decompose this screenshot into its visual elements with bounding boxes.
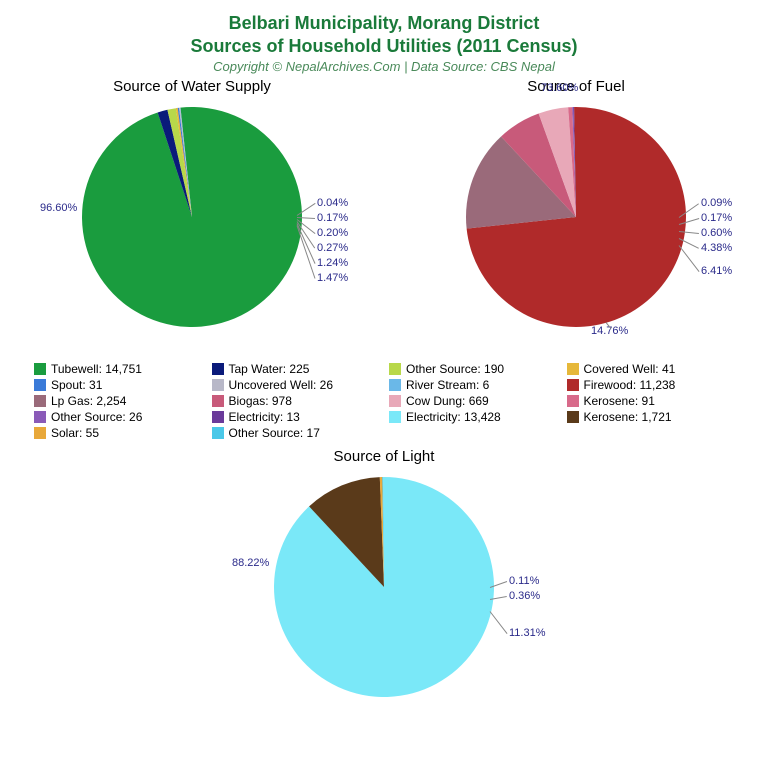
legend-label: Tubewell: 14,751 xyxy=(51,362,142,376)
pct-label: 11.31% xyxy=(509,627,546,639)
legend-item: Other Source: 190 xyxy=(389,362,557,376)
legend-item: Tubewell: 14,751 xyxy=(34,362,202,376)
legend-swatch xyxy=(567,379,579,391)
legend-swatch xyxy=(567,363,579,375)
title-block: Belbari Municipality, Morang District So… xyxy=(0,0,768,74)
legend-swatch xyxy=(567,411,579,423)
light-pie-wrap: 88.22% 0.11% 0.36% 11.31% xyxy=(204,467,564,707)
light-chart-title: Source of Light xyxy=(204,448,564,465)
pct-label: 4.38% xyxy=(701,242,732,254)
legend-label: Other Source: 17 xyxy=(229,426,320,440)
legend-item: Electricity: 13 xyxy=(212,410,380,424)
top-chart-row: Source of Water Supply 96.60% 0.04% 0.17% 0… xyxy=(0,78,768,358)
water-pie-svg xyxy=(72,97,312,337)
legend-label: Electricity: 13 xyxy=(229,410,300,424)
title-line2: Sources of Household Utilities (2011 Cen… xyxy=(0,35,768,58)
legend-item: Electricity: 13,428 xyxy=(389,410,557,424)
legend-label: Lp Gas: 2,254 xyxy=(51,394,126,408)
legend-item: Solar: 55 xyxy=(34,426,202,440)
pct-label: 0.04% xyxy=(317,197,348,209)
legend-item: Kerosene: 1,721 xyxy=(567,410,735,424)
legend-swatch xyxy=(34,411,46,423)
pct-label: 96.60% xyxy=(40,202,77,214)
legend-swatch xyxy=(389,363,401,375)
pct-label: 0.09% xyxy=(701,197,732,209)
legend-label: Spout: 31 xyxy=(51,378,102,392)
legend-item: Tap Water: 225 xyxy=(212,362,380,376)
legend-swatch xyxy=(34,363,46,375)
legend-item: Uncovered Well: 26 xyxy=(212,378,380,392)
water-pie-wrap: 96.60% 0.04% 0.17% 0.20% 0.27% 1.24% 1.47% xyxy=(12,97,372,337)
legend-label: Cow Dung: 669 xyxy=(406,394,489,408)
main-title: Belbari Municipality, Morang District So… xyxy=(0,12,768,57)
legend-swatch xyxy=(567,395,579,407)
pct-label: 1.24% xyxy=(317,257,348,269)
pie-slice xyxy=(82,107,302,327)
legend-swatch xyxy=(212,427,224,439)
legend-item: Kerosene: 91 xyxy=(567,394,735,408)
legend-label: Uncovered Well: 26 xyxy=(229,378,334,392)
pct-label: 6.41% xyxy=(701,265,732,277)
subtitle: Copyright © NepalArchives.Com | Data Sou… xyxy=(0,59,768,74)
legend-swatch xyxy=(389,411,401,423)
legend-item: Lp Gas: 2,254 xyxy=(34,394,202,408)
fuel-chart: Source of Fuel 73.60%14.76%0.09%0.17%0.6… xyxy=(396,78,756,358)
legend-item: Spout: 31 xyxy=(34,378,202,392)
pct-label: 88.22% xyxy=(232,557,269,569)
legend-label: Firewood: 11,238 xyxy=(584,378,676,392)
legend-label: Tap Water: 225 xyxy=(229,362,310,376)
legend-label: Biogas: 978 xyxy=(229,394,292,408)
legend-label: Covered Well: 41 xyxy=(584,362,676,376)
fuel-pie-svg xyxy=(456,97,696,337)
legend-label: Other Source: 26 xyxy=(51,410,142,424)
legend-label: River Stream: 6 xyxy=(406,378,489,392)
pct-label: 0.11% xyxy=(509,575,539,587)
water-chart-title: Source of Water Supply xyxy=(12,78,372,95)
legend-label: Kerosene: 91 xyxy=(584,394,655,408)
water-chart: Source of Water Supply 96.60% 0.04% 0.17% 0… xyxy=(12,78,372,358)
legend-item: Covered Well: 41 xyxy=(567,362,735,376)
light-chart: Source of Light 88.22% 0.11% 0.36% 11.31% xyxy=(204,448,564,707)
legend-swatch xyxy=(389,379,401,391)
title-line1: Belbari Municipality, Morang District xyxy=(0,12,768,35)
legend-swatch xyxy=(212,395,224,407)
pct-label: 0.36% xyxy=(509,590,540,602)
legend: Tubewell: 14,751 Tap Water: 225 Other Sour… xyxy=(34,362,734,440)
legend-item: Other Source: 26 xyxy=(34,410,202,424)
pct-label: 1.47% xyxy=(317,272,348,284)
legend-swatch xyxy=(389,395,401,407)
legend-swatch xyxy=(212,379,224,391)
pct-label: 0.17% xyxy=(317,212,348,224)
legend-swatch xyxy=(212,411,224,423)
legend-label: Other Source: 190 xyxy=(406,362,504,376)
pct-label: 0.17% xyxy=(701,212,732,224)
legend-item: Firewood: 11,238 xyxy=(567,378,735,392)
pct-label: 73.60% xyxy=(541,82,578,94)
legend-swatch xyxy=(34,395,46,407)
light-pie-svg xyxy=(264,467,504,707)
pct-label: 0.60% xyxy=(701,227,732,239)
legend-label: Electricity: 13,428 xyxy=(406,410,501,424)
legend-label: Kerosene: 1,721 xyxy=(584,410,672,424)
legend-swatch xyxy=(212,363,224,375)
legend-label: Solar: 55 xyxy=(51,426,99,440)
legend-item: River Stream: 6 xyxy=(389,378,557,392)
legend-item: Other Source: 17 xyxy=(212,426,380,440)
legend-item: Biogas: 978 xyxy=(212,394,380,408)
legend-swatch xyxy=(34,379,46,391)
legend-swatch xyxy=(34,427,46,439)
pct-label: 0.20% xyxy=(317,227,348,239)
fuel-pie-wrap: 73.60%14.76%0.09%0.17%0.60%4.38%6.41% xyxy=(396,97,756,337)
pct-label: 0.27% xyxy=(317,242,348,254)
legend-item: Cow Dung: 669 xyxy=(389,394,557,408)
